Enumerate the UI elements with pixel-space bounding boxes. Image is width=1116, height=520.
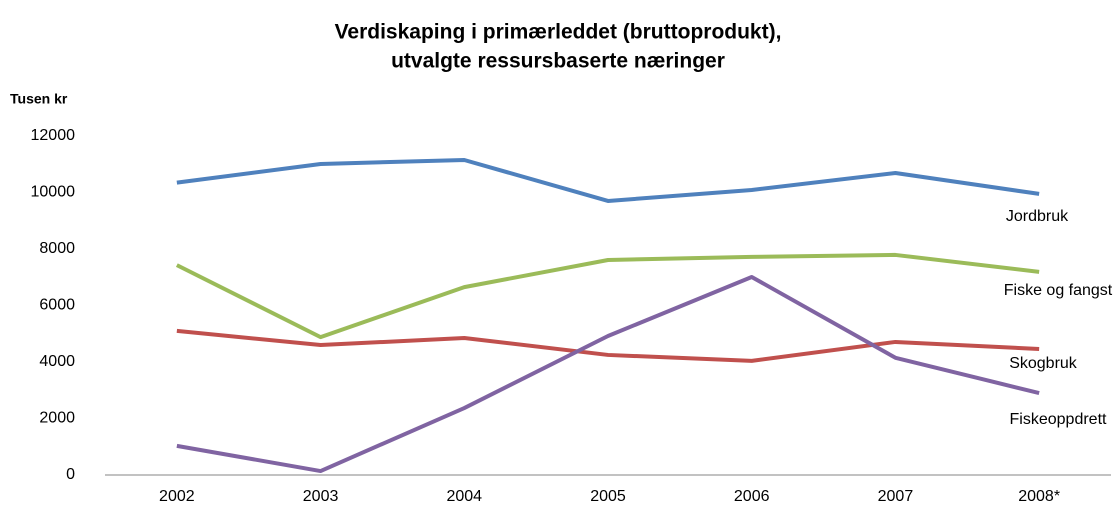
x-tick-label: 2007 <box>878 488 914 505</box>
series-line <box>176 158 1040 203</box>
y-tick-label: 4000 <box>39 353 75 370</box>
y-tick-label: 0 <box>66 466 75 483</box>
series-line <box>176 328 1040 363</box>
y-tick-label: 6000 <box>39 297 75 314</box>
x-tick-label: 2005 <box>590 488 626 505</box>
x-tick-label: 2003 <box>303 488 339 505</box>
x-tick-label: 2002 <box>159 488 195 505</box>
chart-title: utvalgte ressursbaserte næringer <box>391 50 725 73</box>
series-line <box>176 274 1040 474</box>
series-label: Fiske og fangst <box>1004 282 1113 299</box>
series-label: Skogbruk <box>1009 355 1078 372</box>
chart-title: Verdiskaping i primærleddet (bruttoprodu… <box>335 21 782 44</box>
series-label: Jordbruk <box>1006 208 1069 225</box>
y-tick-label: 2000 <box>39 410 75 427</box>
x-tick-label: 2004 <box>446 488 482 505</box>
series-line <box>175 252 1040 340</box>
y-axis-label: Tusen kr <box>10 91 68 107</box>
y-tick-label: 10000 <box>31 184 76 201</box>
y-tick-label: 12000 <box>31 127 76 144</box>
y-tick-label: 8000 <box>39 240 75 257</box>
x-tick-label: 2006 <box>734 488 770 505</box>
x-tick-label: 2008* <box>1018 488 1060 505</box>
series-label: Fiskeoppdrett <box>1010 411 1107 428</box>
